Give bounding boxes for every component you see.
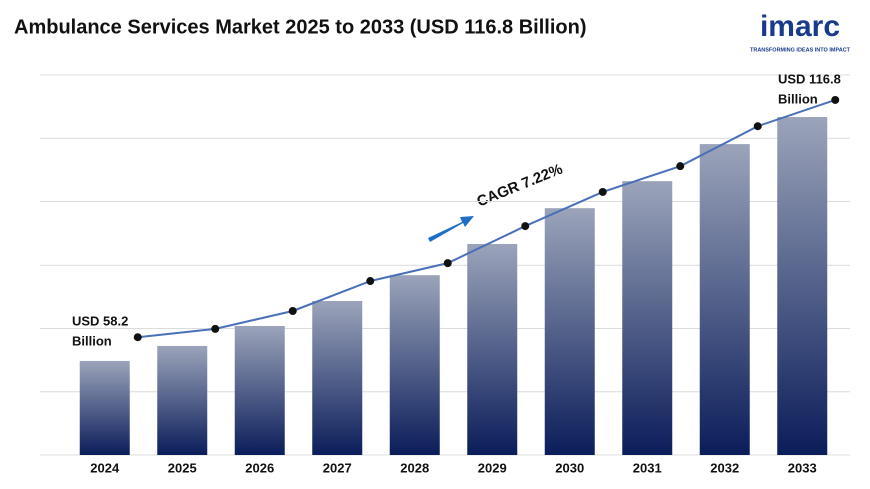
- trend-point: [753, 122, 762, 131]
- annotation: Billion: [72, 333, 112, 348]
- x-tick-label: 2031: [633, 460, 662, 475]
- x-tick-label: 2024: [90, 460, 120, 475]
- x-tick-label: 2025: [168, 460, 197, 475]
- x-tick-label: 2030: [555, 460, 584, 475]
- bar: [389, 275, 440, 455]
- bar: [234, 325, 285, 455]
- trend-point: [521, 222, 530, 231]
- x-tick-label: 2032: [710, 460, 739, 475]
- bar: [777, 117, 828, 456]
- cagr-label: CAGR 7.22%: [474, 161, 565, 211]
- trend-point: [676, 162, 685, 171]
- x-tick-label: 2033: [788, 460, 817, 475]
- trend-point: [598, 187, 607, 196]
- x-tick-label: 2028: [400, 460, 429, 475]
- bar: [699, 144, 750, 455]
- annotation: Billion: [778, 91, 818, 106]
- annotation: USD 58.2: [72, 313, 128, 328]
- annotation: USD 116.8: [778, 71, 841, 86]
- x-tick-label: 2029: [478, 460, 507, 475]
- bar: [544, 208, 595, 455]
- bar: [157, 345, 208, 455]
- cagr-arrow: [428, 216, 474, 242]
- trend-point: [831, 95, 840, 104]
- logo: imarc TRANSFORMING IDEAS INTO IMPACT: [750, 10, 851, 54]
- trend-line: [137, 99, 836, 339]
- trend-point: [288, 306, 297, 315]
- trend-point: [211, 324, 220, 333]
- trend-point: [366, 277, 375, 286]
- bar: [467, 243, 518, 455]
- x-tick-label: 2027: [323, 460, 352, 475]
- logo-tagline: TRANSFORMING IDEAS INTO IMPACT: [750, 47, 851, 53]
- trend-point: [443, 259, 452, 268]
- bar: [312, 301, 363, 455]
- trend-point: [133, 333, 142, 342]
- x-tick-label: 2026: [245, 460, 274, 475]
- chart-title: Ambulance Services Market 2025 to 2033 (…: [14, 16, 586, 38]
- logo-name: imarc: [760, 10, 840, 43]
- bar: [79, 360, 130, 455]
- bar: [622, 181, 673, 456]
